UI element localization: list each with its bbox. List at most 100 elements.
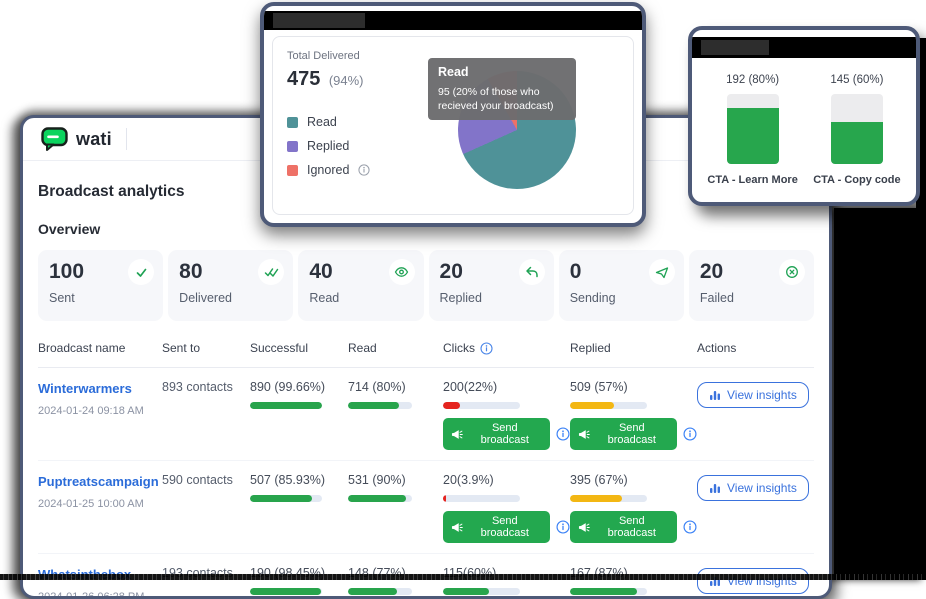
replied-cell: 167 (87%) Send broadcast (570, 566, 697, 596)
clicks-cell: 200(22%) Send broadcast (443, 380, 570, 450)
send-broadcast-button[interactable]: Send broadcast (570, 418, 677, 450)
stat-card-failed: 20 Failed (688, 250, 815, 321)
stat-label: Replied (439, 291, 482, 305)
background-shadow-block (834, 208, 926, 580)
megaphone-icon (451, 522, 463, 532)
megaphone-icon (451, 429, 463, 439)
double-check-icon (258, 259, 285, 285)
actions-cell: View insights (697, 566, 814, 594)
broadcast-name-cell: Puptreatscampaign 2024-01-25 10:00 AM (38, 473, 162, 510)
col-header-broadcast-name: Broadcast name (38, 341, 126, 355)
broadcast-date: 2024-01-24 09:18 AM (38, 405, 144, 417)
pie-card-value: 475 (94%) (287, 68, 364, 90)
redacted-title-bar (692, 37, 916, 58)
legend-item-read: Read (287, 115, 619, 129)
progress-bar (570, 588, 647, 595)
stat-label: Sent (49, 291, 75, 305)
replied-cell: 509 (57%) Send broadcast (570, 380, 697, 450)
wati-logo: wati (41, 127, 112, 151)
check-icon (128, 259, 155, 285)
sent-to-cell: 893 contacts (162, 380, 233, 394)
progress-bar (250, 588, 322, 595)
info-icon[interactable] (683, 520, 697, 534)
actions-cell: View insights (697, 380, 814, 408)
progress-bar (570, 495, 647, 502)
send-broadcast-button[interactable]: Send broadcast (443, 418, 550, 450)
progress-bar (570, 402, 647, 409)
legend-item-replied: Replied (287, 139, 619, 153)
stat-value: 80 (179, 260, 203, 283)
cta-bar-learn-more: 192 (80%) CTA - Learn More (707, 74, 798, 186)
vertical-bar (726, 94, 779, 164)
send-plane-icon (648, 259, 675, 285)
info-icon[interactable] (683, 427, 697, 441)
broadcast-name-cell: Whatsinthebox 2024-01-26 06:28 PM (38, 566, 162, 599)
redacted-title-box (701, 40, 769, 55)
broadcast-table: Broadcast name Sent to Successful Read C… (38, 341, 814, 599)
legend-swatch (287, 140, 298, 152)
stat-label: Delivered (179, 291, 232, 305)
stat-value: 20 (439, 260, 463, 283)
broadcast-date: 2024-01-26 06:28 PM (38, 591, 145, 599)
sent-to-cell: 590 contacts (162, 473, 233, 487)
legend-item-ignored: Ignored (287, 163, 619, 177)
broadcast-date: 2024-01-25 10:00 AM (38, 498, 144, 510)
pie-tooltip: Read 95 (20% of those who recieved your … (428, 58, 576, 120)
cta-bar-chart-card: 192 (80%) CTA - Learn More 145 (60%) CTA… (688, 26, 920, 206)
stat-card-sending: 0 Sending (558, 250, 684, 321)
eye-icon (388, 259, 415, 285)
stat-label: Read (309, 291, 340, 305)
stat-card-read: 40 Read (298, 250, 424, 321)
successful-cell: 890 (99.66%) (250, 380, 348, 409)
progress-bar (348, 495, 412, 502)
col-header-read: Read (348, 341, 377, 355)
view-insights-button[interactable]: View insights (697, 382, 809, 408)
info-icon[interactable] (556, 427, 570, 441)
col-header-replied: Replied (570, 341, 611, 355)
clicks-cell: 115(60%) Send broadcast (443, 566, 570, 596)
send-broadcast-button[interactable]: Send broadcast (443, 511, 550, 543)
stat-card-replied: 20 Replied (428, 250, 554, 321)
cta-bars: 192 (80%) CTA - Learn More 145 (60%) CTA… (692, 74, 916, 186)
progress-bar (348, 402, 412, 409)
stat-card-sent: 100 Sent (38, 250, 164, 321)
progress-bar (250, 402, 322, 409)
redacted-title-bar (264, 11, 642, 30)
overview-stats-row: 100 Sent 80 Delivered 40 Read (38, 250, 815, 321)
broadcast-name-link[interactable]: Puptreatscampaign (38, 474, 159, 489)
info-icon[interactable] (556, 520, 570, 534)
pie-legend: Read Replied Ignored (287, 115, 619, 177)
progress-bar (443, 588, 520, 595)
view-insights-button[interactable]: View insights (697, 568, 809, 594)
successful-cell: 507 (85.93%) (250, 473, 348, 502)
stat-value: 0 (569, 260, 582, 283)
stat-card-delivered: 80 Delivered (168, 250, 294, 321)
header-divider (125, 128, 127, 150)
megaphone-icon (578, 429, 590, 439)
replied-cell: 395 (67%) Send broadcast (570, 473, 697, 543)
col-header-actions: Actions (697, 341, 737, 355)
stat-value: 20 (699, 260, 724, 283)
col-header-clicks: Clicks (443, 341, 570, 355)
stat-value: 40 (309, 260, 333, 283)
stat-value: 100 (49, 260, 85, 283)
send-broadcast-button[interactable]: Send broadcast (570, 511, 677, 543)
progress-bar (250, 495, 322, 502)
broadcast-name-cell: Winterwarmers 2024-01-24 09:18 AM (38, 380, 162, 417)
actions-cell: View insights (697, 473, 814, 501)
successful-cell: 190 (98.45%) (250, 566, 348, 595)
info-icon[interactable] (480, 341, 493, 355)
broadcast-name-link[interactable]: Winterwarmers (38, 381, 132, 396)
read-cell: 714 (80%) (348, 380, 443, 409)
col-header-successful: Successful (250, 341, 309, 355)
reply-arrow-icon (518, 259, 545, 285)
background-shadow-sliver (916, 38, 926, 214)
megaphone-icon (578, 522, 590, 532)
bottom-grain-strip (0, 574, 926, 580)
info-icon[interactable] (358, 164, 370, 176)
clicks-cell: 20(3.9%) Send broadcast (443, 473, 570, 543)
view-insights-button[interactable]: View insights (697, 475, 809, 501)
cta-bar-copy-code: 145 (60%) CTA - Copy code (813, 74, 901, 186)
progress-bar (443, 402, 520, 409)
legend-swatch (287, 116, 298, 128)
